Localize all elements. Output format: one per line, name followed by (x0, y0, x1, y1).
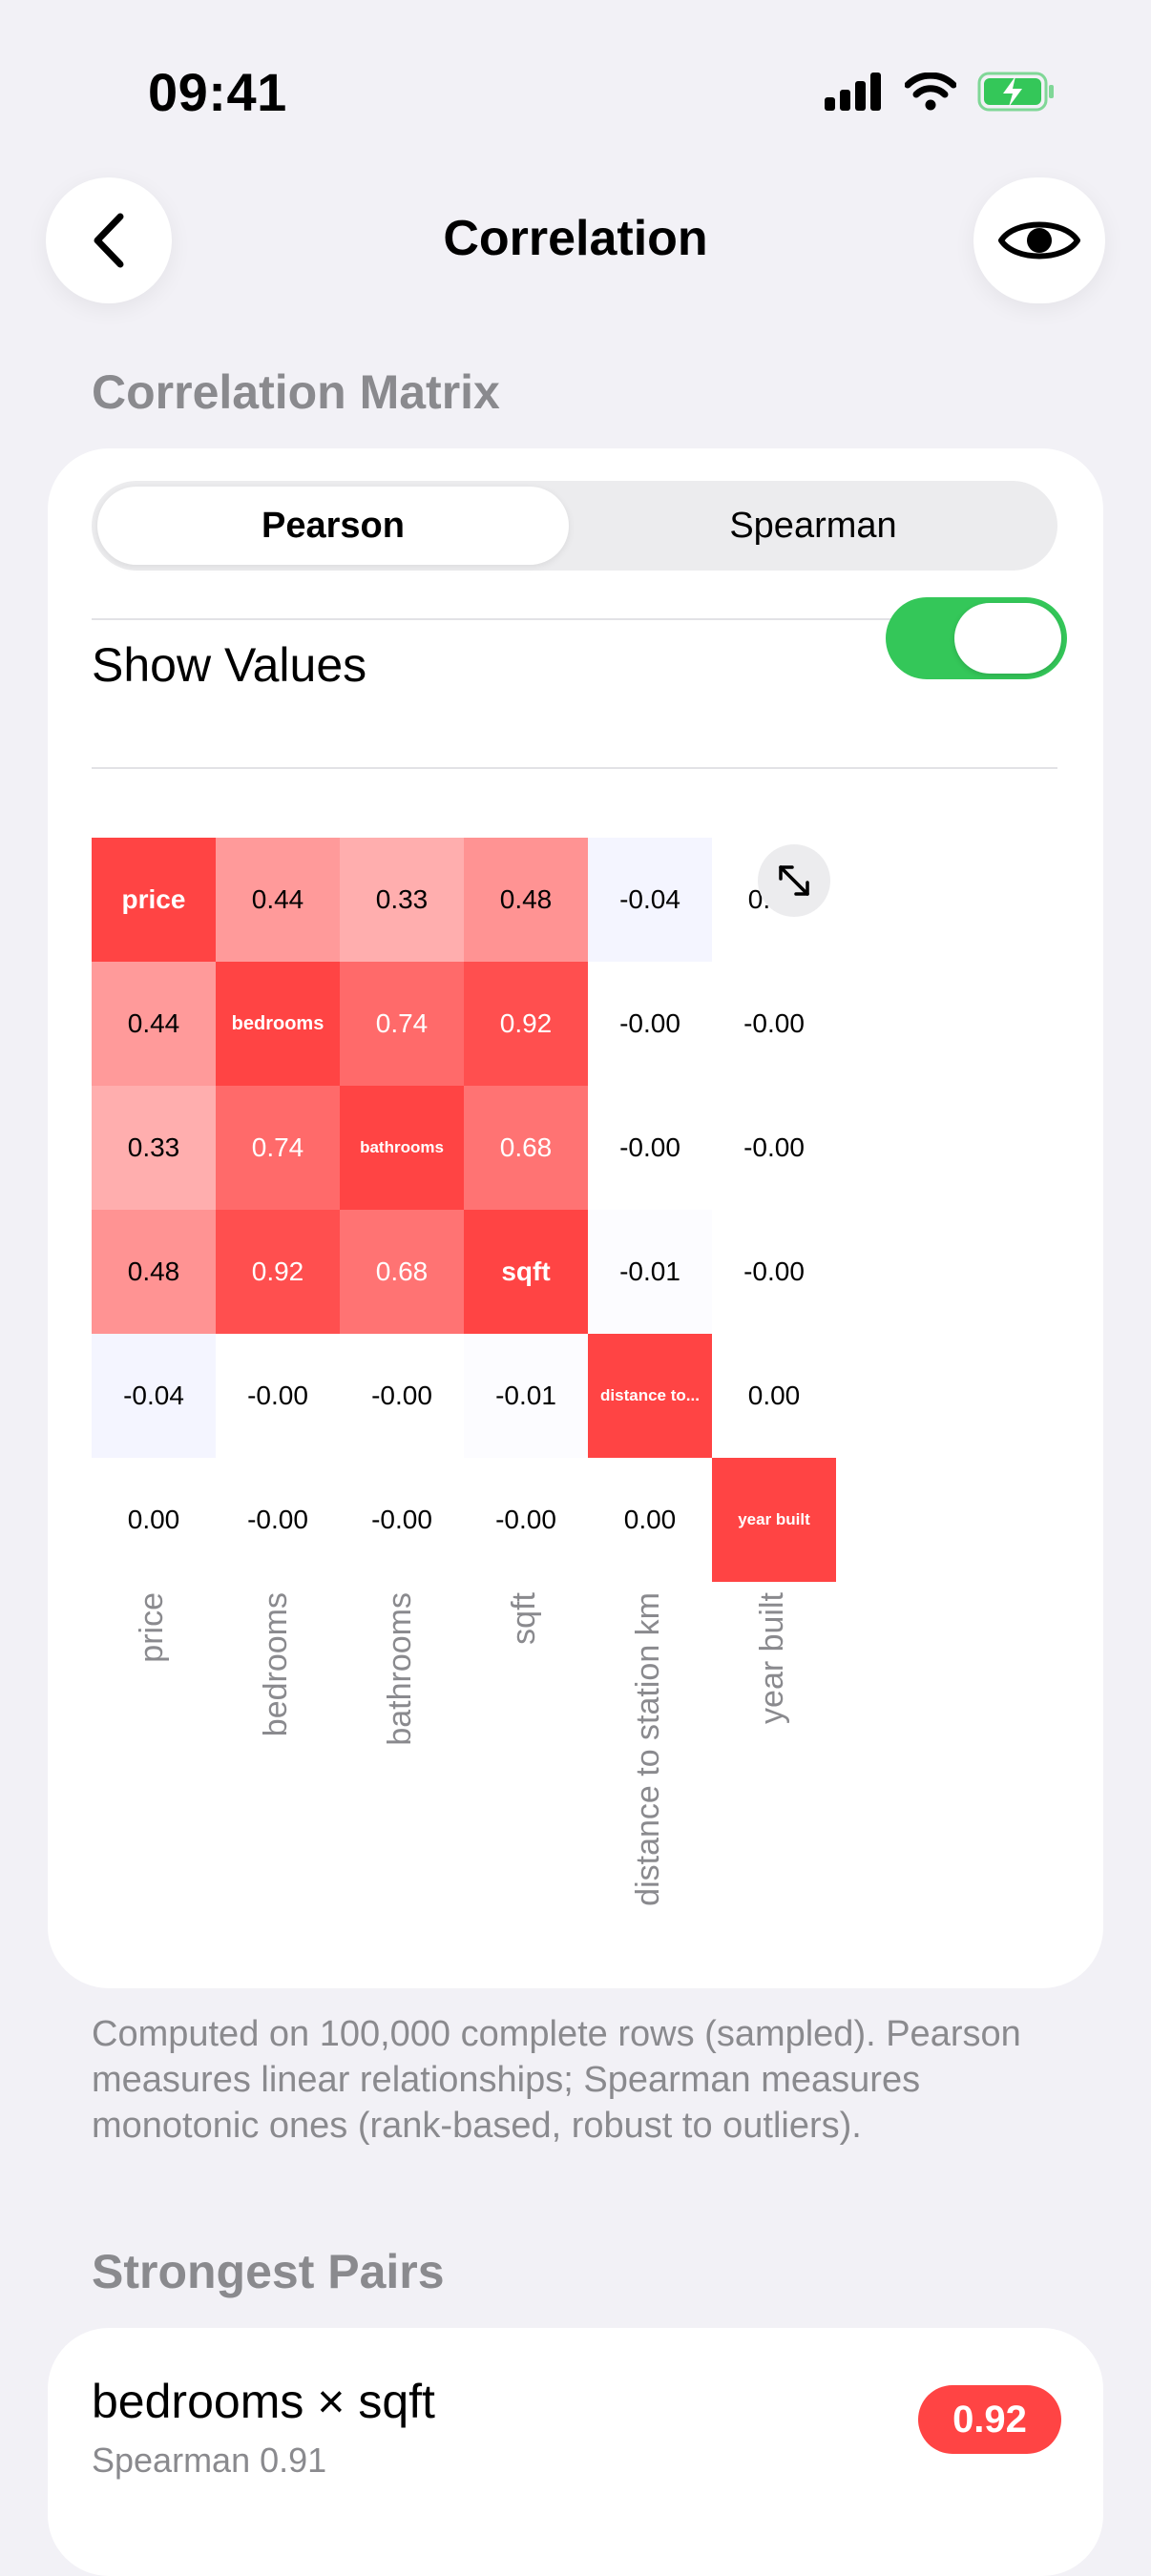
divider (92, 618, 1057, 620)
heatmap-cell[interactable]: -0.04 (588, 838, 712, 962)
heatmap-cell[interactable]: 0.74 (340, 962, 464, 1086)
heatmap-cell[interactable]: -0.00 (588, 1086, 712, 1210)
heatmap-cell[interactable]: 0.48 (464, 838, 588, 962)
heatmap-cell[interactable]: 0.33 (340, 838, 464, 962)
heatmap-cell[interactable]: -0.00 (712, 1210, 836, 1334)
heatmap-axis-label: distance to station km (630, 1592, 666, 1906)
toggle-knob (954, 603, 1061, 674)
battery-charging-icon (977, 72, 1054, 112)
heatmap-axis-label: year built (754, 1592, 790, 1724)
heatmap-cell[interactable]: -0.01 (588, 1210, 712, 1334)
status-icons (825, 71, 1056, 113)
heatmap-axis-label: price (134, 1592, 170, 1663)
heatmap-cell[interactable]: 0.68 (340, 1210, 464, 1334)
eye-icon (998, 221, 1080, 260)
heatmap-axis-label: bedrooms (258, 1592, 294, 1737)
heatmap-axis-label: bathrooms (382, 1592, 418, 1746)
heatmap-cell[interactable]: -0.04 (92, 1334, 216, 1458)
pair-value-badge: 0.92 (918, 2385, 1061, 2454)
page-title: Correlation (443, 211, 708, 266)
section-header-strongest-pairs: Strongest Pairs (92, 2245, 445, 2298)
heatmap-diagonal-cell[interactable]: price (92, 838, 216, 962)
heatmap-cell[interactable]: -0.00 (588, 962, 712, 1086)
heatmap-diagonal-cell[interactable]: distance to... (588, 1334, 712, 1458)
expand-button[interactable] (758, 844, 830, 917)
correlation-matrix-card: Pearson Spearman Show Values price 0.44 0.… (48, 448, 1103, 1988)
heatmap-cell[interactable]: -0.00 (216, 1334, 340, 1458)
chevron-left-icon (94, 213, 124, 268)
heatmap-cell[interactable]: -0.00 (712, 962, 836, 1086)
cellular-signal-icon (825, 73, 881, 111)
heatmap-diagonal-cell[interactable]: bathrooms (340, 1086, 464, 1210)
expand-arrows-icon (779, 865, 809, 896)
status-bar: 09:41 (0, 0, 1151, 181)
visibility-button[interactable] (973, 177, 1105, 303)
back-button[interactable] (46, 177, 172, 303)
heatmap-cell[interactable]: -0.00 (340, 1458, 464, 1582)
correlation-heatmap: price0.440.330.48-0.040.000.44bedrooms0.… (92, 838, 855, 1906)
heatmap-cell[interactable]: -0.00 (340, 1334, 464, 1458)
heatmap-cell[interactable]: 0.00 (588, 1458, 712, 1582)
wifi-icon (905, 73, 956, 111)
heatmap-diagonal-cell[interactable]: sqft (464, 1210, 588, 1334)
status-time: 09:41 (148, 62, 287, 122)
heatmap-cell[interactable]: 0.92 (216, 1210, 340, 1334)
heatmap-cell[interactable]: -0.01 (464, 1334, 588, 1458)
computation-footnote: Computed on 100,000 complete rows (sampl… (92, 2014, 1021, 2146)
heatmap-cell[interactable]: 0.74 (216, 1086, 340, 1210)
heatmap-cell[interactable]: 0.00 (92, 1458, 216, 1582)
heatmap-axis-label: sqft (506, 1592, 542, 1645)
pair-subtitle: Spearman 0.91 (92, 2441, 327, 2480)
show-values-label: Show Values (92, 638, 367, 692)
heatmap-cell[interactable]: 0.44 (216, 838, 340, 962)
heatmap-cell[interactable]: -0.00 (712, 1086, 836, 1210)
method-segmented-control: Pearson Spearman (92, 481, 1057, 571)
heatmap-cell[interactable]: 0.48 (92, 1210, 216, 1334)
segment-pearson[interactable]: Pearson (97, 487, 569, 565)
section-header-correlation-matrix: Correlation Matrix (92, 365, 500, 419)
heatmap-cell[interactable]: 0.33 (92, 1086, 216, 1210)
heatmap-cell[interactable]: 0.44 (92, 962, 216, 1086)
heatmap-cell[interactable]: -0.00 (464, 1458, 588, 1582)
heatmap-cell[interactable]: 0.92 (464, 962, 588, 1086)
heatmap-diagonal-cell[interactable]: bedrooms (216, 962, 340, 1086)
divider (92, 767, 1057, 769)
heatmap-diagonal-cell[interactable]: year built (712, 1458, 836, 1582)
heatmap-cell[interactable]: 0.68 (464, 1086, 588, 1210)
heatmap-cell[interactable]: 0.00 (712, 1334, 836, 1458)
segment-spearman[interactable]: Spearman (729, 505, 897, 546)
pair-title: bedrooms × sqft (92, 2375, 435, 2428)
heatmap-cell[interactable]: -0.00 (216, 1458, 340, 1582)
strongest-pair-card[interactable]: bedrooms × sqft Spearman 0.91 0.92 (48, 2328, 1103, 2576)
show-values-toggle[interactable] (886, 597, 1067, 679)
